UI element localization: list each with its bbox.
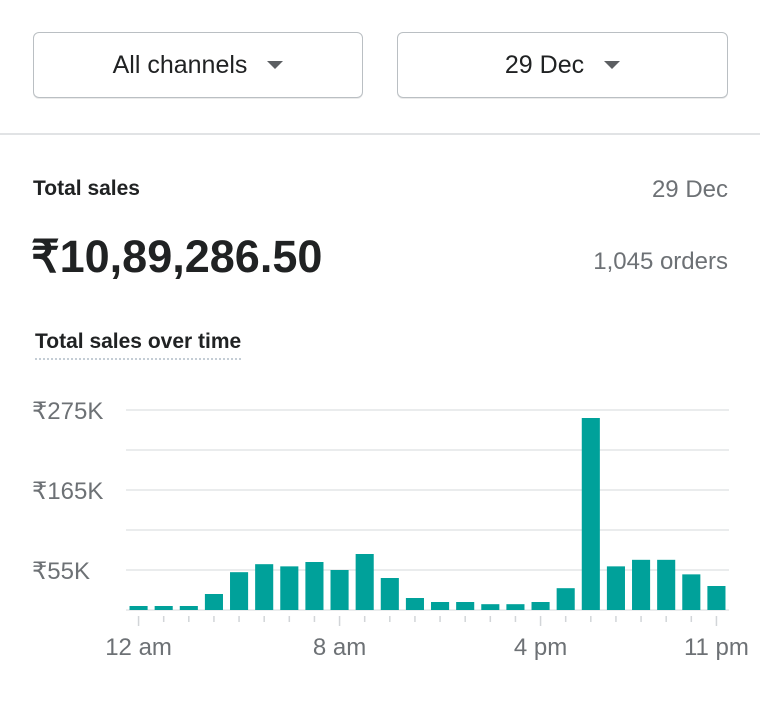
order-count: 1,045 orders: [593, 248, 728, 275]
bar-11-am: [405, 598, 424, 610]
bar-3-am: [204, 594, 223, 610]
divider: [0, 133, 760, 135]
bar-2-pm: [481, 604, 500, 610]
total-sales-value: ₹10,89,286.50: [31, 231, 323, 282]
bar-9-am: [355, 554, 374, 610]
caret-down-icon: [604, 61, 621, 69]
bar-8-am: [330, 570, 349, 610]
bar-10-am: [380, 578, 399, 610]
bar-4-pm: [531, 602, 550, 610]
bar-1-pm: [456, 602, 475, 610]
bar-7-am: [305, 562, 324, 610]
x-tick-label: 11 pm: [684, 634, 749, 661]
caret-down-icon: [267, 61, 284, 69]
date-dropdown[interactable]: 29 Dec: [397, 32, 728, 98]
summary-date: 29 Dec: [651, 176, 728, 203]
channel-dropdown[interactable]: All channels: [33, 32, 363, 98]
bar-3-pm: [506, 604, 525, 610]
bar-11-pm: [707, 586, 726, 610]
x-tick-label: 8 am: [313, 634, 366, 661]
bar-8-pm: [632, 559, 651, 610]
bar-5-pm: [556, 588, 575, 610]
bar-2-am: [179, 606, 198, 610]
bar-9-pm: [657, 559, 676, 610]
bar-12-am: [129, 606, 148, 610]
bar-6-pm: [581, 418, 600, 610]
bar-1-am: [154, 606, 173, 610]
bar-10-pm: [682, 574, 701, 610]
total-sales-label: Total sales: [33, 177, 140, 200]
y-tick-label: ₹165K: [32, 478, 103, 505]
channel-dropdown-label: All channels: [112, 50, 248, 79]
bar-5-am: [255, 564, 274, 610]
y-tick-label: ₹275K: [32, 398, 103, 425]
x-tick-label: 12 am: [105, 634, 172, 661]
bar-12-pm: [431, 602, 450, 610]
bar-7-pm: [606, 566, 625, 610]
bar-4-am: [230, 572, 249, 610]
date-dropdown-label: 29 Dec: [504, 50, 585, 79]
x-tick-label: 4 pm: [514, 634, 567, 661]
y-tick-label: ₹55K: [32, 558, 90, 585]
bar-6-am: [280, 566, 299, 610]
chart-title[interactable]: Total sales over time: [35, 330, 242, 360]
